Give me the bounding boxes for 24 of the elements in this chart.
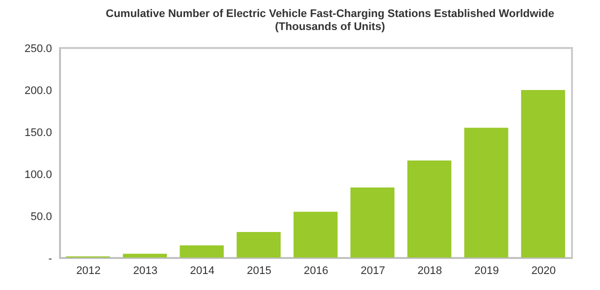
chart-title: Cumulative Number of Electric Vehicle Fast-Charging Stations Established Worldwide [104,8,556,21]
x-tick-label: 2012 [76,264,101,277]
x-tick-label: 2016 [304,264,328,277]
x-tick-label: 2014 [190,264,214,277]
bar [464,128,508,258]
x-tick-label: 2020 [531,264,556,277]
bar [236,232,281,258]
y-tick-label: 200.0 [24,84,52,97]
y-tick-label: 100.0 [24,168,52,181]
y-tick-label: - [48,252,52,265]
y-tick-label: 250.0 [24,42,52,55]
x-tick-label: 2015 [246,264,272,277]
chart-subtitle: (Thousands of Units) [274,21,386,34]
y-tick-label: 150.0 [24,126,52,139]
bar [294,212,338,258]
x-tick-label: 2017 [360,264,386,277]
x-tick-label: 2018 [418,264,442,277]
bar [521,90,566,258]
x-tick-label: 2013 [133,264,158,277]
bar [180,245,224,258]
x-tick-label: 2019 [474,264,499,277]
bar [350,187,394,258]
bar [407,160,452,258]
y-tick-label: 50.0 [30,210,52,223]
